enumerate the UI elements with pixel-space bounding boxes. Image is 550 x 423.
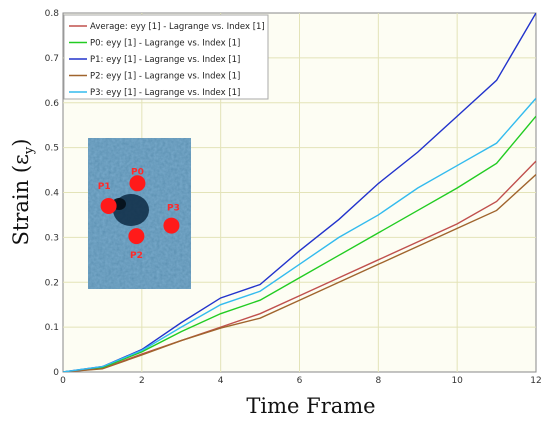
series-line-2 — [63, 13, 536, 372]
y-axis-title-close: ) — [9, 139, 33, 147]
y-tick-label: 0 — [53, 368, 59, 378]
y-tick-label: 0.2 — [45, 278, 59, 288]
series-line-1 — [63, 115, 536, 372]
y-tick-label: 0.5 — [45, 144, 59, 154]
inset-marker-label-p0: P0 — [131, 167, 144, 177]
y-tick-label: 0.7 — [45, 54, 59, 64]
x-tick-label: 2 — [139, 376, 145, 386]
series-line-4 — [63, 97, 536, 372]
x-tick-label: 12 — [530, 376, 541, 386]
x-tick-label: 10 — [451, 376, 463, 386]
legend: Average: eyy [1] - Lagrange vs. Index [1… — [63, 14, 269, 100]
inset-marker-label-p2: P2 — [130, 251, 143, 261]
series-lines — [63, 13, 536, 372]
legend-label-1: P0: eyy [1] - Lagrange vs. Index [1] — [90, 39, 240, 49]
x-tick-label: 6 — [297, 376, 303, 386]
y-axis-ticks: 0 0.1 0.2 0.3 0.4 0.5 0.6 0.7 0.8 — [45, 9, 60, 378]
x-axis-title: Time Frame — [246, 394, 375, 418]
x-axis-ticks: 0 2 4 6 8 10 12 — [60, 376, 542, 386]
inset-marker-label-p3: P3 — [167, 204, 180, 214]
y-tick-label: 0.3 — [45, 233, 59, 243]
x-tick-label: 0 — [60, 376, 66, 386]
inset-marker-p3 — [163, 217, 180, 234]
series-line-3 — [63, 174, 536, 372]
y-axis-title: Strain (εy) — [9, 139, 37, 246]
y-tick-label: 0.8 — [45, 9, 60, 19]
y-axis-title-subscript: y — [22, 146, 37, 155]
y-tick-label: 0.1 — [45, 323, 59, 333]
legend-label-4: P3: eyy [1] - Lagrange vs. Index [1] — [90, 88, 240, 98]
x-tick-label: 8 — [375, 376, 381, 386]
legend-label-2: P1: eyy [1] - Lagrange vs. Index [1] — [90, 55, 240, 65]
inset-marker-label-p1: P1 — [98, 182, 111, 192]
y-tick-label: 0.6 — [45, 99, 60, 109]
series-line-0 — [63, 160, 536, 372]
inset-marker-p1 — [100, 197, 117, 214]
inset-marker-p0 — [129, 175, 146, 192]
y-axis-title-main: Strain (ε — [9, 154, 33, 245]
legend-box — [63, 14, 269, 100]
inset-marker-p2 — [128, 228, 145, 245]
legend-label-0: Average: eyy [1] - Lagrange vs. Index [1… — [90, 22, 265, 32]
y-tick-label: 0.4 — [45, 189, 60, 199]
inset-image: P0 P1 P2 P3 — [88, 138, 191, 289]
legend-label-3: P2: eyy [1] - Lagrange vs. Index [1] — [90, 72, 240, 82]
x-tick-label: 4 — [218, 376, 224, 386]
